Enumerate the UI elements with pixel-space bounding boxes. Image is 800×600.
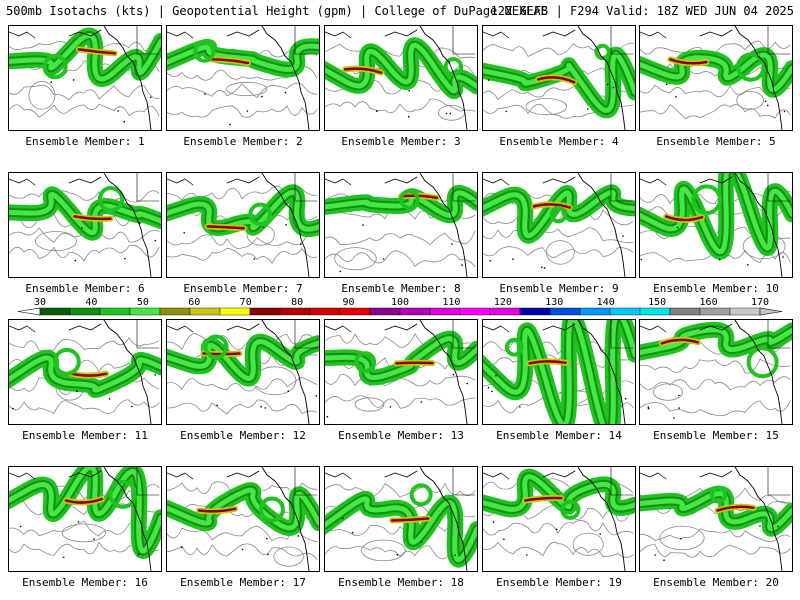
isotach-colorbar (17, 307, 783, 316)
ensemble-member-label: Ensemble Member: 1 (25, 135, 145, 148)
ensemble-member-label: Ensemble Member: 9 (499, 282, 619, 295)
ensemble-map-panel (639, 466, 793, 572)
colorbar-swatch (99, 307, 131, 316)
ensemble-map-panel (324, 25, 478, 131)
ensemble-member-label: Ensemble Member: 6 (25, 282, 145, 295)
ensemble-map-panel (482, 172, 636, 278)
colorbar-labels: 30 40 50 60 70 80 90 100 110 120 130 140 150 160 170 (10, 297, 790, 309)
colorbar-tick-label: 140 (596, 297, 615, 308)
ensemble-member-label: Ensemble Member: 20 (653, 576, 779, 589)
ensemble-map-panel (324, 319, 478, 425)
ensemble-map-panel (166, 319, 320, 425)
ensemble-map-panel (166, 172, 320, 278)
ensemble-member-label: Ensemble Member: 12 (180, 429, 306, 442)
colorbar-max-arrow (759, 307, 783, 316)
colorbar-swatch (489, 307, 521, 316)
ensemble-map-panel (166, 25, 320, 131)
ensemble-map-panel (639, 25, 793, 131)
ensemble-member-label: Ensemble Member: 15 (653, 429, 779, 442)
ensemble-member-label: Ensemble Member: 5 (656, 135, 776, 148)
colorbar-swatch (579, 307, 611, 316)
colorbar-swatch (219, 307, 251, 316)
ensemble-map-panel (8, 25, 162, 131)
colorbar-swatch (459, 307, 491, 316)
colorbar-tick-label: 160 (699, 297, 718, 308)
ensemble-map-panel (8, 466, 162, 572)
ensemble-member-label: Ensemble Member: 4 (499, 135, 619, 148)
colorbar-tick-label: 120 (493, 297, 512, 308)
ensemble-member-label: Ensemble Member: 19 (496, 576, 622, 589)
ensemble-map-panel (8, 319, 162, 425)
colorbar-tick-label: 100 (390, 297, 410, 308)
colorbar-swatch (549, 307, 581, 316)
colorbar-swatch (639, 307, 671, 316)
colorbar-tick-label: 70 (239, 297, 252, 308)
ensemble-map-panel (166, 466, 320, 572)
ensemble-map-panel (482, 466, 636, 572)
colorbar-swatch (369, 307, 401, 316)
colorbar-tick-label: 110 (442, 297, 461, 308)
colorbar-swatch (519, 307, 551, 316)
ensemble-member-label: Ensemble Member: 7 (183, 282, 303, 295)
ensemble-member-label: Ensemble Member: 2 (183, 135, 303, 148)
model-run-info: 12Z GEFS | F294 Valid: 18Z WED JUN 04 20… (490, 4, 794, 18)
colorbar-tick-label: 40 (85, 297, 98, 308)
ensemble-member-label: Ensemble Member: 10 (653, 282, 779, 295)
colorbar-tick-label: 80 (291, 297, 304, 308)
ensemble-map-panel (639, 319, 793, 425)
ensemble-member-label: Ensemble Member: 3 (341, 135, 461, 148)
colorbar-swatch (189, 307, 221, 316)
colorbar-min-arrow (17, 307, 41, 316)
map-title: 500mb Isotachs (kts) | Geopotential Heig… (6, 4, 548, 18)
colorbar-tick-label: 60 (188, 297, 201, 308)
colorbar-swatch (339, 307, 371, 316)
colorbar-tick-label: 30 (33, 297, 47, 308)
ensemble-member-label: Ensemble Member: 16 (22, 576, 148, 589)
colorbar-tick-label: 130 (545, 297, 564, 308)
ensemble-member-label: Ensemble Member: 18 (338, 576, 464, 589)
ensemble-member-label: Ensemble Member: 14 (496, 429, 622, 442)
colorbar-swatch (129, 307, 161, 316)
colorbar-swatch (609, 307, 641, 316)
colorbar-swatch (69, 307, 101, 316)
ensemble-map-panel (639, 172, 793, 278)
colorbar-swatch (39, 307, 71, 316)
ensemble-map-panel (482, 25, 636, 131)
colorbar-tick-label: 170 (750, 297, 770, 308)
ensemble-map-panel (8, 172, 162, 278)
colorbar-swatch (429, 307, 461, 316)
ensemble-member-label: Ensemble Member: 11 (22, 429, 148, 442)
colorbar-swatch (399, 307, 431, 316)
colorbar-swatch (309, 307, 341, 316)
colorbar-swatch (669, 307, 701, 316)
colorbar-swatch (699, 307, 731, 316)
ensemble-member-label: Ensemble Member: 13 (338, 429, 464, 442)
colorbar-swatch (279, 307, 311, 316)
ensemble-map-panel (324, 172, 478, 278)
colorbar-tick-label: 50 (136, 297, 149, 308)
ensemble-member-label: Ensemble Member: 17 (180, 576, 306, 589)
colorbar-tick-label: 90 (342, 297, 355, 308)
colorbar-swatch (249, 307, 281, 316)
ensemble-map-panel (482, 319, 636, 425)
colorbar-tick-label: 150 (648, 297, 667, 308)
ensemble-member-label: Ensemble Member: 8 (341, 282, 461, 295)
colorbar-swatch (729, 307, 761, 316)
colorbar-swatch (159, 307, 191, 316)
ensemble-map-panel (324, 466, 478, 572)
